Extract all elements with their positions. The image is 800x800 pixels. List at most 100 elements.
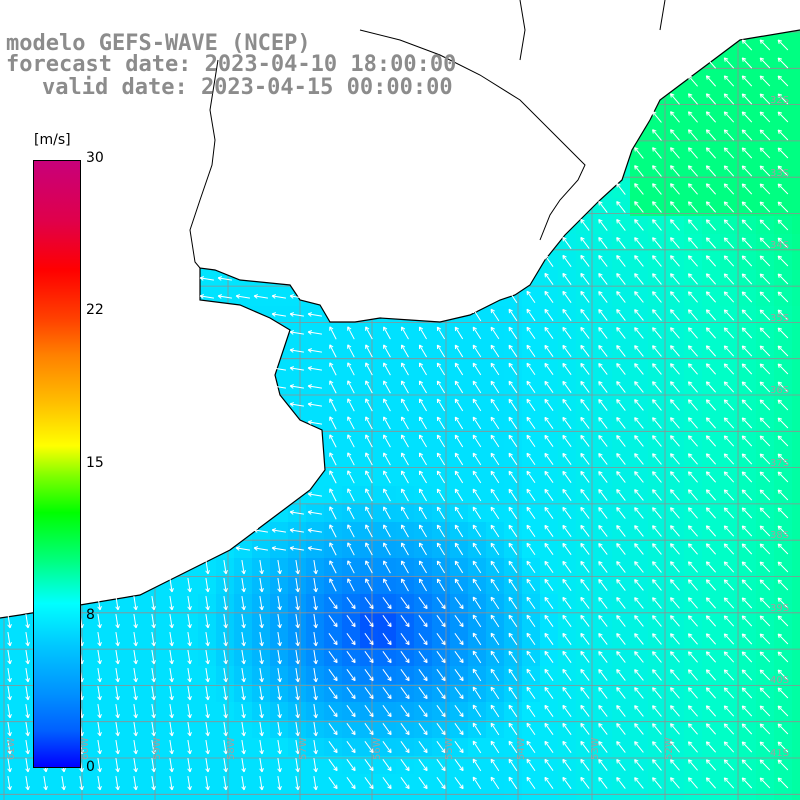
wind-arrow xyxy=(490,704,500,718)
wind-arrow xyxy=(295,668,300,683)
field-cell xyxy=(252,792,271,800)
wind-arrow xyxy=(383,470,391,484)
wind-arrow xyxy=(133,614,138,629)
wind-arrow xyxy=(115,650,120,665)
wind-arrow xyxy=(616,201,626,213)
wind-arrow xyxy=(490,506,500,520)
wind-arrow xyxy=(169,668,174,683)
wind-arrow xyxy=(401,326,409,340)
wind-arrow xyxy=(223,632,228,647)
wind-arrow xyxy=(723,759,735,771)
wind-arrow xyxy=(652,237,662,249)
title-forecast-date: forecast date: 2023-04-10 18:00:00 xyxy=(6,52,457,77)
wind-arrow xyxy=(418,741,428,754)
wind-arrow xyxy=(777,363,789,375)
wind-arrow xyxy=(652,345,662,357)
wind-arrow xyxy=(472,524,482,538)
wind-arrow xyxy=(669,129,680,141)
wind-arrow xyxy=(418,488,427,502)
wind-arrow xyxy=(705,291,717,303)
wind-arrow xyxy=(634,345,644,357)
wind-arrow xyxy=(383,488,391,502)
wind-arrow xyxy=(97,632,102,647)
wind-arrow xyxy=(741,759,753,771)
wind-arrow xyxy=(259,722,264,737)
latitude-label: 34S xyxy=(770,240,789,251)
field-cell xyxy=(774,792,793,800)
wind-arrow xyxy=(346,687,356,700)
wind-arrow xyxy=(133,596,138,611)
wind-arrow xyxy=(151,650,156,665)
wind-arrow xyxy=(669,741,680,753)
field-cell xyxy=(792,486,800,505)
wind-arrow xyxy=(777,237,789,249)
wind-arrow xyxy=(115,614,120,629)
wind-arrow xyxy=(401,578,409,592)
field-cell xyxy=(90,792,109,800)
wind-arrow xyxy=(616,741,626,753)
wind-arrow xyxy=(723,777,735,789)
wind-arrow xyxy=(723,633,735,645)
wind-arrow xyxy=(436,416,446,430)
wind-arrow xyxy=(741,399,753,411)
field-cell xyxy=(414,792,433,800)
wind-arrow xyxy=(328,687,338,700)
wind-arrow xyxy=(7,686,12,701)
field-cell xyxy=(792,162,800,181)
wind-arrow xyxy=(723,273,735,285)
wind-arrow xyxy=(329,398,337,412)
wind-arrow xyxy=(383,362,391,376)
wind-arrow xyxy=(271,312,286,317)
wind-arrow xyxy=(598,488,608,501)
wind-arrow xyxy=(777,417,789,429)
wind-arrow xyxy=(544,740,554,753)
field-cell xyxy=(792,144,800,163)
wind-arrow xyxy=(759,561,771,573)
field-cell xyxy=(792,306,800,325)
wind-arrow xyxy=(687,147,698,159)
wind-arrow xyxy=(616,561,626,573)
wind-arrow xyxy=(544,380,554,393)
wind-arrow xyxy=(401,452,409,466)
wind-arrow xyxy=(741,237,753,249)
wind-arrow xyxy=(777,273,789,285)
wind-arrow xyxy=(652,543,662,555)
wind-arrow xyxy=(669,417,680,429)
wind-arrow xyxy=(652,435,662,447)
wind-arrow xyxy=(25,776,30,791)
wind-arrow xyxy=(652,309,662,321)
wind-arrow xyxy=(759,705,771,717)
wind-arrow xyxy=(652,597,662,609)
wind-arrow xyxy=(687,705,698,717)
wind-arrow xyxy=(598,452,608,465)
wind-arrow xyxy=(741,165,753,177)
wind-arrow xyxy=(7,722,12,737)
wind-arrow xyxy=(652,579,662,591)
wind-arrow xyxy=(400,687,410,700)
field-cell xyxy=(792,270,800,289)
wind-arrow xyxy=(400,669,410,682)
wind-arrow xyxy=(364,777,374,790)
wind-arrow xyxy=(616,453,626,465)
wind-arrow xyxy=(235,546,250,551)
wind-arrow xyxy=(508,596,518,610)
wind-arrow xyxy=(241,776,246,791)
latitude-label: 38S xyxy=(770,530,789,541)
wind-arrow xyxy=(759,435,771,447)
wind-arrow xyxy=(777,723,789,735)
wind-arrow xyxy=(400,741,410,754)
wind-arrow xyxy=(777,183,789,195)
wind-arrow xyxy=(401,542,409,556)
latitude-label: 41S xyxy=(770,748,789,759)
wind-arrow xyxy=(490,722,500,736)
wind-arrow xyxy=(634,651,644,663)
wind-arrow xyxy=(329,380,337,394)
wind-arrow xyxy=(313,740,318,755)
wind-arrow xyxy=(205,704,210,719)
wind-arrow xyxy=(364,651,374,664)
wind-arrows xyxy=(7,39,789,791)
wind-arrow xyxy=(759,543,771,555)
wind-arrow xyxy=(508,722,518,736)
wind-arrow xyxy=(454,777,464,790)
wind-arrow xyxy=(687,111,698,123)
